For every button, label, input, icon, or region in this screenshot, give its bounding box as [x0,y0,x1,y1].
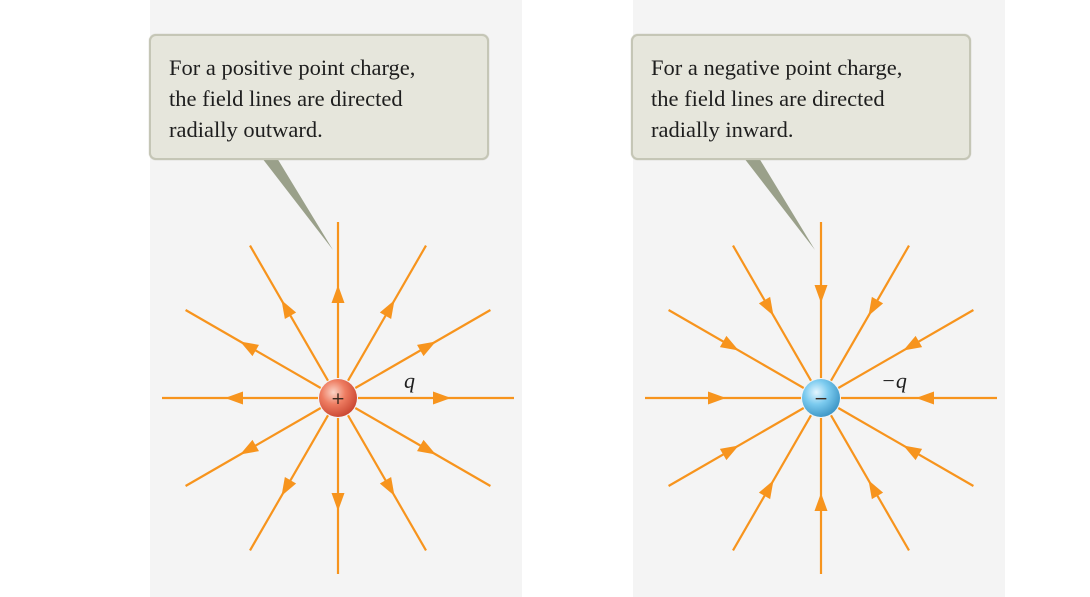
positive-field-arrow-icon [331,493,345,511]
negative-field-arrow-icon [916,391,934,405]
plus-sign-icon: + [331,389,345,409]
positive-callout-line-1: For a positive point charge, [169,55,416,80]
negative-callout-line-2: the field lines are directed [651,86,885,111]
positive-callout-line-3: radially outward. [169,117,323,142]
negative-field-arrow-icon [868,480,884,500]
negative-field-arrow-icon [903,335,923,351]
negative-field-arrow-icon [814,493,828,511]
positive-field-arrow-icon [281,477,297,496]
negative-field-arrow-icon [719,335,739,351]
negative-point-charge: − [802,379,840,417]
positive-field-arrow-icon [379,300,395,319]
positive-field-arrow-icon [240,439,259,455]
positive-charge-sphere [319,379,357,417]
positive-point-charge: + [319,379,357,417]
negative-charge-sphere [802,379,840,417]
negative-field-arrow-icon [868,296,884,316]
negative-field-arrow-icon [758,480,774,500]
positive-field-arrow-icon [240,341,259,357]
negative-field-lines [645,222,997,574]
negative-field-arrow-icon [814,285,828,303]
positive-field-lines [162,222,514,574]
negative-charge-callout: For a negative point charge, the field l… [631,34,971,160]
positive-field-arrow-icon [281,300,297,319]
positive-callout-line-2: the field lines are directed [169,86,403,111]
negative-callout-line-1: For a negative point charge, [651,55,903,80]
positive-field-arrow-icon [225,391,243,405]
negative-callout-pointer [744,158,815,250]
minus-sign-icon: − [814,389,828,409]
positive-callout-pointer [262,158,333,250]
negative-charge-label: −q [881,368,907,393]
positive-field-arrow-icon [379,477,395,496]
positive-field-arrow-icon [433,391,451,405]
positive-charge-label: q [404,368,415,393]
negative-field-arrow-icon [758,296,774,316]
negative-field-arrow-icon [903,445,923,461]
negative-field-arrow-icon [719,445,739,461]
negative-callout-line-3: radially inward. [651,117,794,142]
positive-field-arrow-icon [417,341,436,357]
positive-field-arrow-icon [331,285,345,303]
negative-field-arrow-icon [708,391,726,405]
positive-charge-callout: For a positive point charge, the field l… [149,34,489,160]
positive-field-arrow-icon [417,439,436,455]
